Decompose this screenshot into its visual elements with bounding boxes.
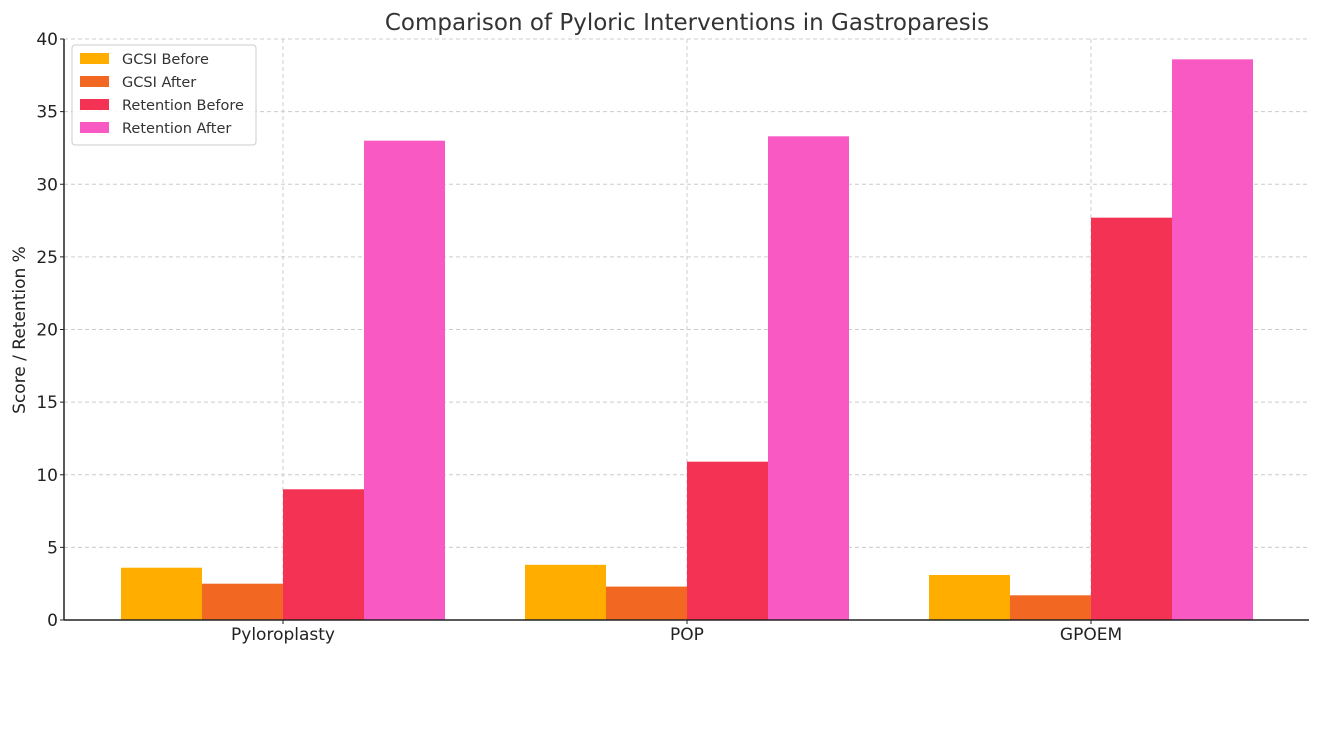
x-tick-label: POP	[670, 625, 704, 645]
y-tick-label: 0	[47, 611, 58, 631]
legend-swatch	[80, 122, 109, 133]
legend-label: Retention Before	[122, 98, 244, 114]
legend: GCSI Before GCSI After Retention Before Ret…	[71, 44, 257, 146]
y-tick-label: 5	[47, 538, 58, 558]
bar-pyloroplasty-gcsi-before	[121, 567, 202, 620]
bar-gpoem-gcsi-before	[929, 574, 1010, 620]
bars-layer	[121, 59, 1253, 621]
bar-gpoem-retention-before	[1091, 217, 1172, 620]
y-tick-label: 40	[36, 30, 58, 50]
bar-pop-gcsi-after	[606, 586, 687, 620]
y-tick-label: 35	[36, 103, 58, 123]
bar-pop-retention-after	[768, 136, 849, 620]
bar-pyloroplasty-retention-after	[364, 140, 445, 621]
legend-swatch	[80, 99, 109, 110]
legend-swatch	[80, 53, 109, 64]
chart-title: Comparison of Pyloric Interventions in G…	[385, 10, 989, 36]
x-tick-label: Pyloroplasty	[231, 625, 335, 645]
x-tick-label: GPOEM	[1060, 625, 1122, 645]
bar-gpoem-gcsi-after	[1010, 595, 1091, 620]
axes-layer: 0 5 10 15 20 25 30 35 40 Pyloroplasty POP GPOEM	[36, 30, 1309, 645]
bar-pyloroplasty-retention-before	[283, 489, 364, 620]
legend-label: GCSI Before	[122, 52, 209, 68]
y-axis-label: Score / Retention %	[10, 246, 30, 414]
y-tick-label: 10	[36, 466, 58, 486]
legend-box	[71, 44, 257, 146]
legend-label: GCSI After	[122, 75, 196, 91]
bar-pyloroplasty-gcsi-after	[202, 583, 283, 620]
y-tick-label: 20	[36, 321, 58, 341]
legend-swatch	[80, 76, 109, 87]
y-tick-label: 30	[36, 175, 58, 195]
y-tick-label: 25	[36, 248, 58, 268]
legend-label: Retention After	[122, 121, 231, 137]
bar-pop-retention-before	[687, 461, 768, 620]
y-tick-label: 15	[36, 393, 58, 413]
bar-pop-gcsi-before	[525, 564, 606, 620]
bar-gpoem-retention-after	[1172, 59, 1253, 620]
